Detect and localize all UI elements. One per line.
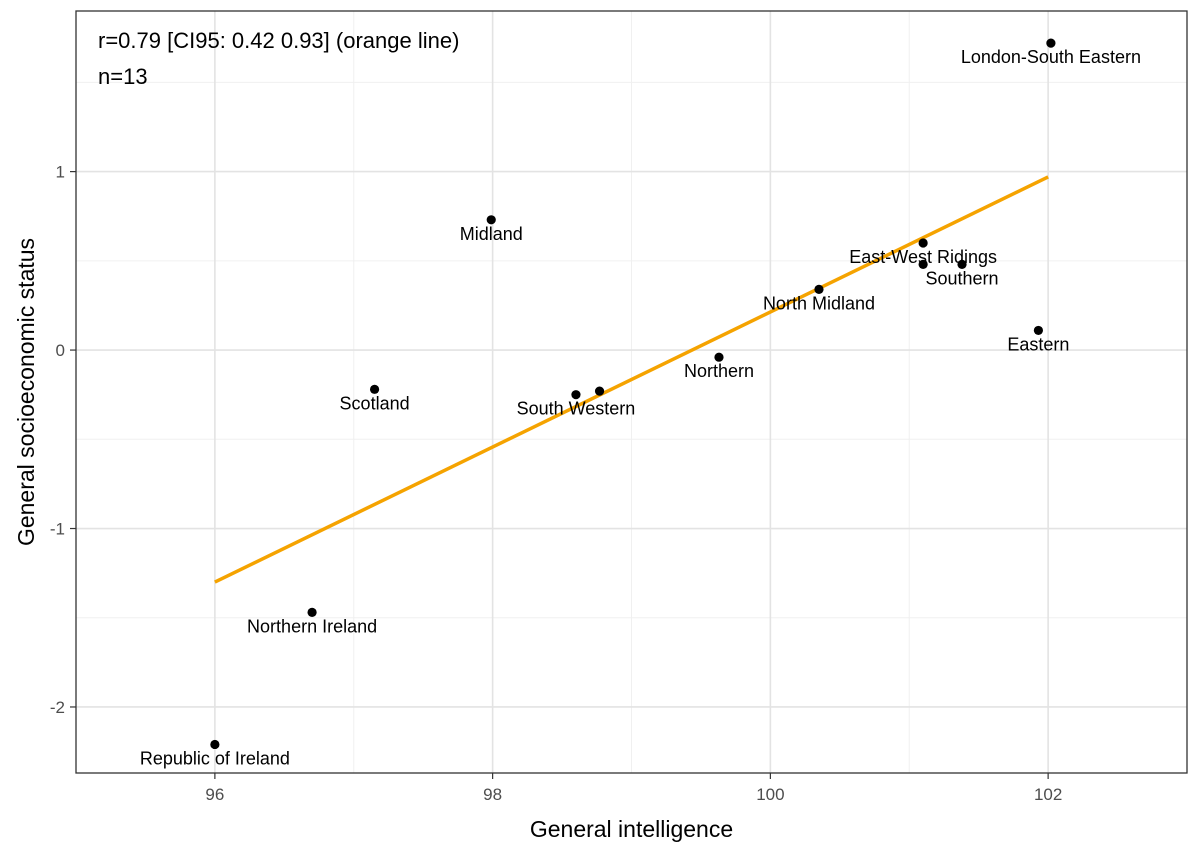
point-label: Southern — [925, 268, 998, 288]
y-tick-label: 0 — [56, 341, 65, 360]
y-tick-label: -2 — [50, 698, 65, 717]
data-point — [369, 384, 380, 394]
y-axis-title: General socioeconomic status — [13, 238, 39, 546]
axis-tick-labels: 96 98 100 102 -2 -1 0 1 — [50, 163, 1062, 804]
x-tick-label: 100 — [756, 785, 784, 804]
data-point — [918, 259, 928, 270]
data-point — [1046, 38, 1056, 48]
point-label: East-West Ridings — [849, 247, 997, 267]
point-label: Republic of Ireland — [140, 748, 290, 768]
point-labels-layer: London-South Eastern Midland East-West Rid… — [140, 47, 1141, 768]
points-layer — [210, 38, 1056, 750]
fit-line-layer — [214, 175, 1049, 584]
point-label: Scotland — [340, 393, 410, 413]
data-point — [571, 390, 581, 400]
point-label: Northern Ireland — [247, 616, 377, 636]
data-point — [714, 352, 724, 362]
major-gridlines — [76, 11, 1187, 773]
data-point — [957, 259, 967, 270]
annotation-correlation: r=0.79 [CI95: 0.42 0.93] (orange line) — [98, 28, 459, 53]
data-point — [594, 386, 605, 396]
data-point — [918, 238, 928, 248]
data-point — [814, 284, 824, 294]
axis-ticks — [70, 171, 1049, 779]
point-label: Eastern — [1007, 334, 1069, 354]
annotation-n: n=13 — [98, 64, 148, 89]
x-tick-label: 102 — [1034, 785, 1062, 804]
y-tick-label: 1 — [56, 163, 65, 182]
y-tick-label: -1 — [50, 520, 65, 539]
point-label: Midland — [460, 224, 523, 244]
x-tick-label: 96 — [205, 785, 224, 804]
panel-border — [75, 10, 1188, 774]
fit-line — [214, 175, 1049, 584]
point-label: Northern — [684, 361, 754, 381]
data-point — [307, 607, 317, 617]
point-label: London-South Eastern — [961, 47, 1141, 67]
data-point — [1033, 325, 1044, 336]
point-label: South Western — [517, 399, 636, 419]
point-label: North Midland — [763, 293, 875, 313]
x-axis-title: General intelligence — [530, 816, 733, 842]
data-point — [486, 215, 496, 225]
x-tick-label: 98 — [483, 785, 502, 804]
data-point — [210, 739, 220, 750]
